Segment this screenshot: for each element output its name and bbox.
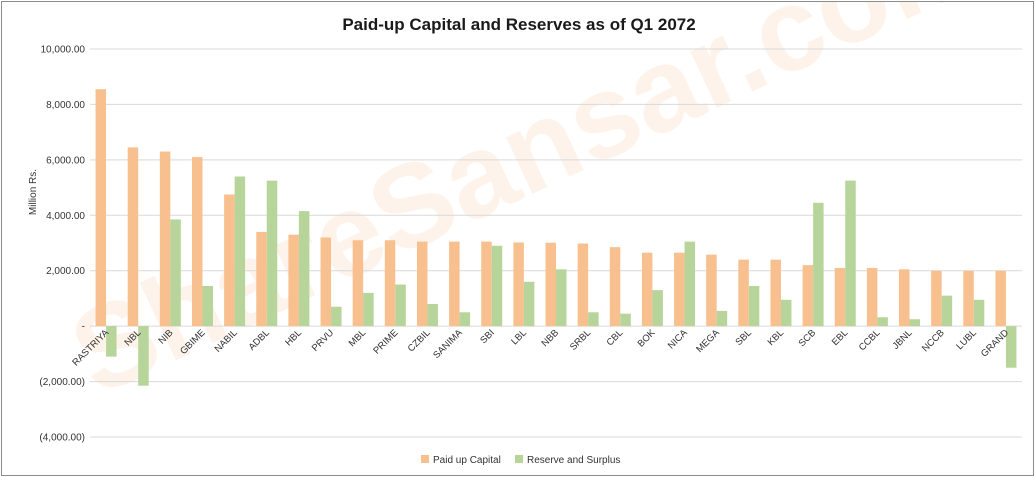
x-tick-label: PRVU (310, 327, 336, 353)
bar-reserve-and-surplus-kbl (780, 299, 792, 327)
y-tick-label: (4,000.00) (39, 433, 85, 444)
bar-paid-up-capital-scb (802, 265, 814, 327)
y-tick-label: 10,000.00 (41, 45, 86, 56)
x-tick-label: SCB (797, 327, 819, 349)
y-tick-label: 4,000.00 (46, 211, 85, 222)
bar-paid-up-capital-prvu (320, 237, 332, 327)
bar-reserve-and-surplus-sbl (748, 285, 760, 327)
bar-reserve-and-surplus-prvu (331, 306, 342, 327)
bar-reserve-and-surplus-nica (684, 241, 696, 327)
bar-reserve-and-surplus-mega (716, 310, 728, 327)
bar-paid-up-capital-hbl (288, 234, 299, 327)
bar-paid-up-capital-nabil (224, 194, 235, 327)
bar-paid-up-capital-czbil (416, 241, 428, 327)
bar-paid-up-capital-sanima (449, 241, 460, 327)
y-axis-ticks: 10,000.00 8,000.00 6,000.00 4,000.00 2,000.0… (39, 45, 85, 444)
bar-reserve-and-surplus-adbl (266, 180, 278, 327)
legend: Paid up Capital Reserve and Surplus (421, 455, 620, 466)
x-tick-label: KBL (766, 327, 786, 347)
bar-reserve-and-surplus-lubl (973, 299, 985, 327)
bar-paid-up-capital-nbb (545, 242, 556, 327)
y-tick-label: 2,000.00 (46, 266, 85, 277)
bar-reserve-and-surplus-nib (170, 219, 181, 327)
bar-reserve-and-surplus-prime (395, 284, 406, 327)
chart-title: Paid-up Capital and Reserves as of Q1 20… (342, 15, 695, 34)
x-tick-label: NCCB (920, 327, 947, 354)
bar-paid-up-capital-lubl (963, 270, 974, 327)
bar-reserve-and-surplus-bok (652, 290, 663, 327)
bar-paid-up-capital-bok (641, 252, 653, 327)
bar-reserve-and-surplus-ccbl (877, 317, 888, 327)
bar-reserve-and-surplus-jbnl (909, 319, 921, 327)
x-tick-label: NBB (540, 327, 562, 349)
bar-paid-up-capital-cbl (609, 247, 621, 327)
x-tick-label: SBL (733, 327, 753, 347)
x-tick-label: NICA (666, 327, 690, 351)
x-tick-label: JBNL (890, 327, 914, 351)
x-tick-label: EBL (830, 327, 850, 347)
bar-paid-up-capital-lbl (513, 242, 524, 327)
x-tick-label: PRIME (371, 327, 400, 356)
bar-reserve-and-surplus-sbi (491, 245, 503, 327)
bar-paid-up-capital-adbl (256, 231, 267, 327)
x-tick-label: LUBL (954, 327, 979, 352)
bar-paid-up-capital-rastriya (95, 89, 107, 327)
bar-paid-up-capital-gbime (191, 157, 203, 327)
bar-reserve-and-surplus-rastriya (106, 326, 117, 357)
x-tick-label: MEGA (694, 327, 722, 355)
bar-paid-up-capital-mbl (352, 240, 364, 327)
bar-paid-up-capital-nica (674, 252, 685, 327)
bar-reserve-and-surplus-hbl (298, 211, 310, 327)
legend-label-reserve-and-surplus: Reserve and Surplus (527, 455, 620, 466)
y-tick-label: 6,000.00 (46, 155, 85, 166)
bar-paid-up-capital-nccb (931, 270, 942, 327)
x-tick-label: SRBL (568, 327, 593, 352)
bar-reserve-and-surplus-scb (813, 202, 824, 327)
bar-paid-up-capital-sbl (738, 259, 749, 327)
bar-paid-up-capital-jbnl (899, 269, 910, 327)
bar-paid-up-capital-ebl (834, 267, 846, 327)
bar-paid-up-capital-prime (384, 240, 396, 327)
y-tick-label: - (82, 322, 85, 333)
legend-swatch-reserve-and-surplus (515, 455, 523, 463)
bar-reserve-and-surplus-cbl (620, 313, 631, 327)
bar-paid-up-capital-srbl (577, 243, 589, 327)
bar-reserve-and-surplus-grand (1005, 326, 1017, 368)
bar-reserve-and-surplus-sanima (459, 312, 471, 327)
bar-reserve-and-surplus-srbl (588, 312, 599, 327)
bar-paid-up-capital-ccbl (866, 267, 878, 327)
bar-paid-up-capital-nbl (127, 147, 139, 327)
bar-reserve-and-surplus-nbb (556, 269, 567, 327)
bar-reserve-and-surplus-gbime (202, 285, 213, 327)
bar-paid-up-capital-mega (706, 254, 717, 327)
bar-reserve-and-surplus-mbl (363, 292, 374, 327)
x-tick-label: SANIMA (431, 327, 465, 361)
x-tick-label: BOK (636, 327, 658, 349)
bar-paid-up-capital-nib (159, 151, 171, 327)
legend-swatch-paid-up-capital (421, 455, 429, 463)
x-tick-label: MBL (347, 327, 369, 349)
y-axis-label: Million Rs. (28, 169, 39, 215)
y-tick-label: 8,000.00 (46, 100, 85, 111)
bar-reserve-and-surplus-nbl (138, 326, 149, 386)
bar-paid-up-capital-sbi (481, 241, 492, 327)
x-tick-label: CCBL (857, 327, 883, 353)
x-tick-label: SBI (478, 327, 497, 346)
bar-paid-up-capital-kbl (770, 259, 781, 327)
bar-reserve-and-surplus-czbil (427, 303, 438, 327)
bar-reserve-and-surplus-ebl (845, 180, 856, 327)
x-tick-label: CBL (605, 327, 626, 348)
bar-paid-up-capital-grand (995, 270, 1006, 327)
legend-label-paid-up-capital: Paid up Capital (433, 455, 501, 466)
bar-reserve-and-surplus-nccb (941, 295, 953, 327)
bars (95, 89, 1017, 386)
bar-reserve-and-surplus-nabil (234, 176, 246, 327)
y-tick-label: (2,000.00) (39, 377, 85, 388)
x-tick-label: LBL (509, 327, 529, 347)
bar-reserve-and-surplus-lbl (523, 281, 535, 327)
x-tick-label: CZBIL (406, 327, 433, 354)
